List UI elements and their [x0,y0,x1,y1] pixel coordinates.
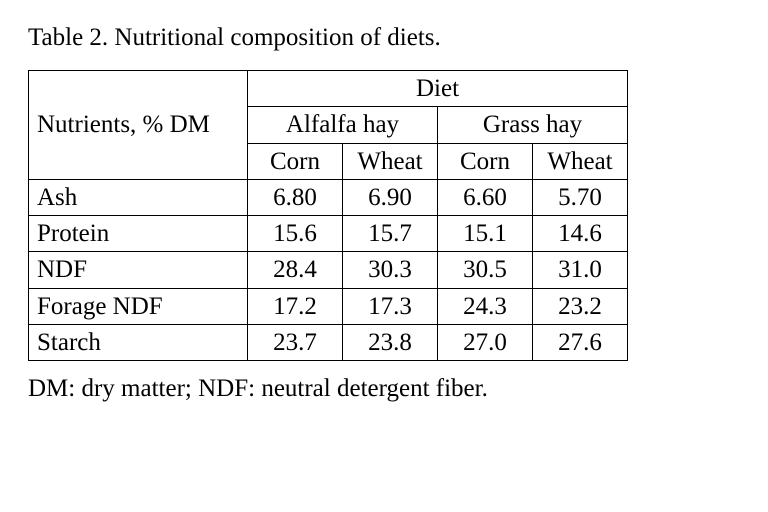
page: Table 2. Nutritional composition of diet… [0,0,768,427]
cell: 17.3 [343,288,438,324]
cell: 5.70 [533,179,628,215]
cell: 23.8 [343,324,438,360]
cell: 24.3 [438,288,533,324]
row-label: NDF [29,252,248,288]
table-row: Forage NDF 17.2 17.3 24.3 23.2 [29,288,628,324]
header-sub-corn-2: Corn [438,143,533,179]
header-sub-corn-1: Corn [248,143,343,179]
cell: 23.7 [248,324,343,360]
cell: 27.6 [533,324,628,360]
cell: 6.90 [343,179,438,215]
table-caption: Table 2. Nutritional composition of diet… [28,24,740,52]
table-row: Protein 15.6 15.7 15.1 14.6 [29,216,628,252]
cell: 15.1 [438,216,533,252]
row-label: Starch [29,324,248,360]
cell: 15.6 [248,216,343,252]
header-sub-wheat-2: Wheat [533,143,628,179]
header-group-grass: Grass hay [438,107,628,143]
nutrition-table: Nutrients, % DM Diet Alfalfa hay Grass h… [28,70,628,361]
cell: 17.2 [248,288,343,324]
cell: 15.7 [343,216,438,252]
cell: 30.3 [343,252,438,288]
header-super: Diet [248,71,628,107]
row-label: Forage NDF [29,288,248,324]
cell: 6.60 [438,179,533,215]
table-row: Starch 23.7 23.8 27.0 27.6 [29,324,628,360]
cell: 14.6 [533,216,628,252]
cell: 30.5 [438,252,533,288]
cell: 27.0 [438,324,533,360]
cell: 23.2 [533,288,628,324]
table-row: Ash 6.80 6.90 6.60 5.70 [29,179,628,215]
cell: 31.0 [533,252,628,288]
row-label: Ash [29,179,248,215]
header-group-alfalfa: Alfalfa hay [248,107,438,143]
table-body: Ash 6.80 6.90 6.60 5.70 Protein 15.6 15.… [29,179,628,360]
table-footnote: DM: dry matter; NDF: neutral detergent f… [28,375,740,403]
cell: 28.4 [248,252,343,288]
cell: 6.80 [248,179,343,215]
table-head: Nutrients, % DM Diet Alfalfa hay Grass h… [29,71,628,180]
table-row: NDF 28.4 30.3 30.5 31.0 [29,252,628,288]
row-label: Protein [29,216,248,252]
header-sub-wheat-1: Wheat [343,143,438,179]
header-rowlabel: Nutrients, % DM [29,71,248,180]
